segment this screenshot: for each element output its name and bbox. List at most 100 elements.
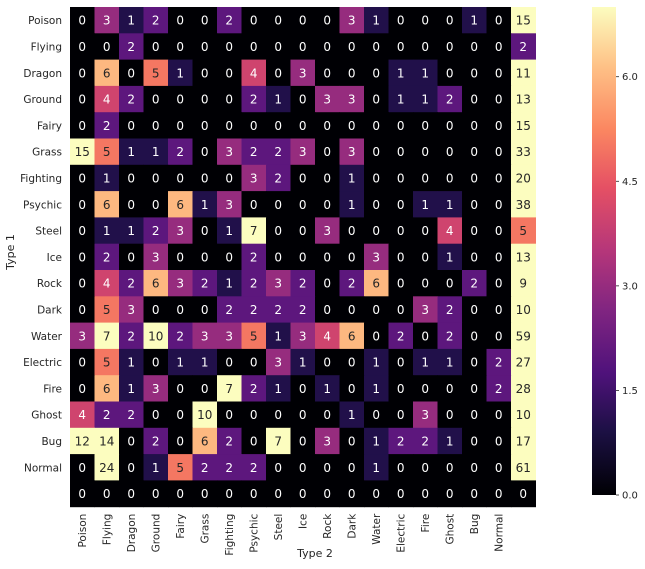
x-tick-label: Water [371, 513, 383, 545]
heatmap-cell [339, 270, 365, 297]
cell-value: 1 [372, 434, 380, 448]
heatmap-cell [413, 138, 438, 166]
y-tick-labels: Poison Flying Dragon Ground Fairy Grass Fighti… [20, 15, 63, 474]
cell-value: 1 [421, 198, 429, 212]
cell-value: 0 [470, 303, 478, 317]
cell-value: 2 [250, 93, 258, 107]
y-axis-label: Type 1 [4, 234, 17, 271]
y-tick-label: Dark [37, 304, 63, 316]
heatmap-cell [486, 270, 512, 297]
heatmap-cell [511, 296, 536, 324]
heatmap-cell [511, 7, 536, 34]
cell-value: 2 [446, 329, 454, 343]
heatmap-cell [486, 7, 512, 34]
heatmap-cell [339, 322, 365, 350]
cell-value: 3 [299, 66, 307, 80]
heatmap-cell [290, 85, 316, 113]
heatmap-cell [339, 112, 365, 139]
heatmap-cell [388, 7, 414, 34]
cell-value: 5 [103, 145, 111, 159]
colorbar-gradient [592, 7, 616, 495]
heatmap-cell [143, 375, 169, 402]
cell-value: 61 [516, 461, 531, 475]
cell-value: 0 [372, 66, 380, 80]
heatmap-cell [511, 243, 536, 271]
heatmap-cell [241, 375, 267, 402]
cell-value: 0 [397, 382, 405, 396]
heatmap-cell [192, 480, 218, 508]
cell-value: 0 [495, 66, 503, 80]
heatmap-cell [290, 59, 316, 87]
heatmap-cell [364, 85, 389, 113]
cell-value: 0 [250, 434, 258, 448]
cell-value: 0 [372, 408, 380, 422]
heatmap-cell [70, 33, 95, 61]
cell-value: 2 [127, 277, 135, 291]
cell-value: 0 [299, 434, 307, 448]
cell-value: 0 [348, 461, 356, 475]
cell-value: 0 [470, 434, 478, 448]
heatmap-cell [241, 270, 267, 297]
cell-value: 0 [225, 93, 233, 107]
heatmap-cell [413, 191, 438, 218]
heatmap-cell [143, 33, 169, 61]
heatmap-cell [413, 85, 438, 113]
cell-value: 9 [519, 277, 527, 291]
heatmap-cell [437, 322, 463, 350]
heatmap-cell [192, 59, 218, 87]
cell-value: 0 [495, 145, 503, 159]
heatmap-cell [437, 427, 463, 455]
cell-value: 3 [348, 14, 356, 28]
heatmap-cell [511, 322, 536, 350]
y-tick-label: Normal [24, 462, 62, 474]
heatmap-cell [364, 454, 389, 481]
cell-value: 10 [197, 408, 212, 422]
cell-value: 2 [250, 461, 258, 475]
heatmap-cell [364, 401, 389, 429]
heatmap-cell [168, 7, 193, 34]
cell-value: 1 [225, 224, 233, 238]
heatmap-cell [437, 7, 463, 34]
cell-value: 2 [495, 382, 503, 396]
heatmap-cell [364, 7, 389, 34]
cell-value: 0 [225, 487, 233, 501]
heatmap-cell [143, 59, 169, 87]
cell-value: 0 [421, 487, 429, 501]
cell-value: 0 [78, 224, 86, 238]
heatmap-cell [486, 33, 512, 61]
heatmap-cell [94, 480, 120, 508]
cell-value: 0 [250, 119, 258, 133]
heatmap-cell [168, 164, 193, 192]
cell-value: 0 [274, 224, 282, 238]
heatmap-cell [315, 480, 340, 508]
heatmap-cell [388, 33, 414, 61]
heatmap-cell [437, 85, 463, 113]
cell-value: 0 [372, 329, 380, 343]
cell-value: 0 [495, 408, 503, 422]
cell-value: 2 [250, 250, 258, 264]
heatmap-cell [388, 270, 414, 297]
cell-value: 5 [152, 66, 160, 80]
cell-value: 0 [274, 40, 282, 54]
x-axis-label: Type 2 [296, 547, 333, 560]
heatmap-cell [70, 85, 95, 113]
cell-value: 0 [299, 224, 307, 238]
heatmap-cell [388, 296, 414, 324]
cell-value: 1 [274, 382, 282, 396]
cell-value: 0 [323, 408, 331, 422]
cell-value: 4 [103, 277, 111, 291]
cell-value: 1 [446, 250, 454, 264]
cell-value: 1 [348, 198, 356, 212]
cell-value: 0 [397, 461, 405, 475]
heatmap-cell [413, 322, 438, 350]
heatmap-cell [168, 348, 193, 376]
cell-value: 15 [516, 119, 531, 133]
heatmap-cell [168, 85, 193, 113]
heatmap-cell [511, 85, 536, 113]
cell-value: 5 [250, 329, 258, 343]
cell-value: 0 [176, 119, 184, 133]
heatmap-cell [217, 7, 242, 34]
cell-value: 27 [516, 356, 531, 370]
x-tick-labels: Poison Flying Dragon Ground Fairy Grass Fighti… [77, 513, 506, 556]
cell-value: 1 [372, 356, 380, 370]
